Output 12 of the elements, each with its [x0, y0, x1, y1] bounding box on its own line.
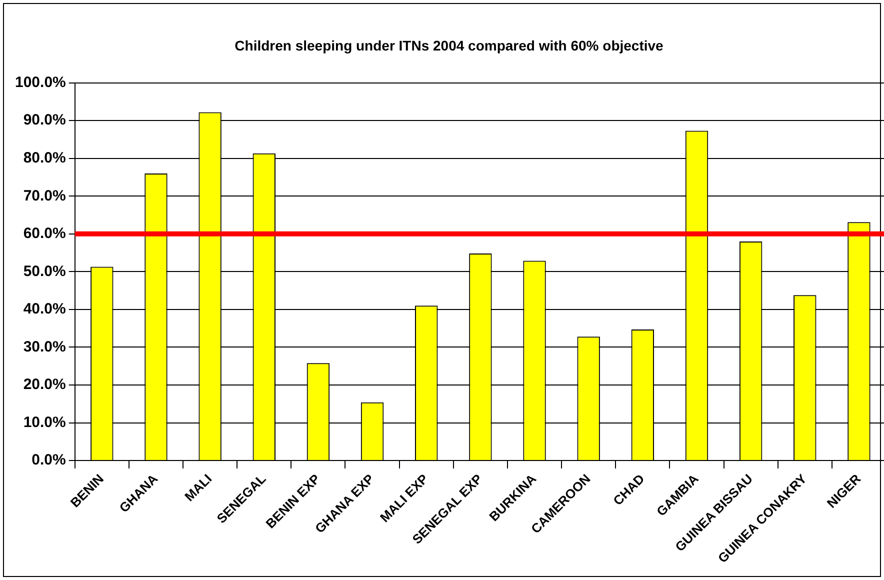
y-tick-label: 70.0%: [23, 187, 66, 204]
y-tick-label: 80.0%: [23, 149, 66, 166]
y-tick-label: 10.0%: [23, 414, 66, 431]
chart-title: Children sleeping under ITNs 2004 compared with 60% objective: [234, 37, 664, 54]
y-tick-label: 40.0%: [23, 300, 66, 318]
y-tick-label: 0.0%: [32, 452, 66, 469]
y-tick-label: 100.0%: [15, 74, 66, 91]
y-tick-label: 20.0%: [23, 376, 66, 394]
y-tick-label: 60.0%: [23, 225, 66, 242]
y-tick-label: 50.0%: [23, 262, 66, 280]
y-tick-label: 90.0%: [23, 112, 66, 129]
y-tick-label: 30.0%: [23, 338, 66, 356]
